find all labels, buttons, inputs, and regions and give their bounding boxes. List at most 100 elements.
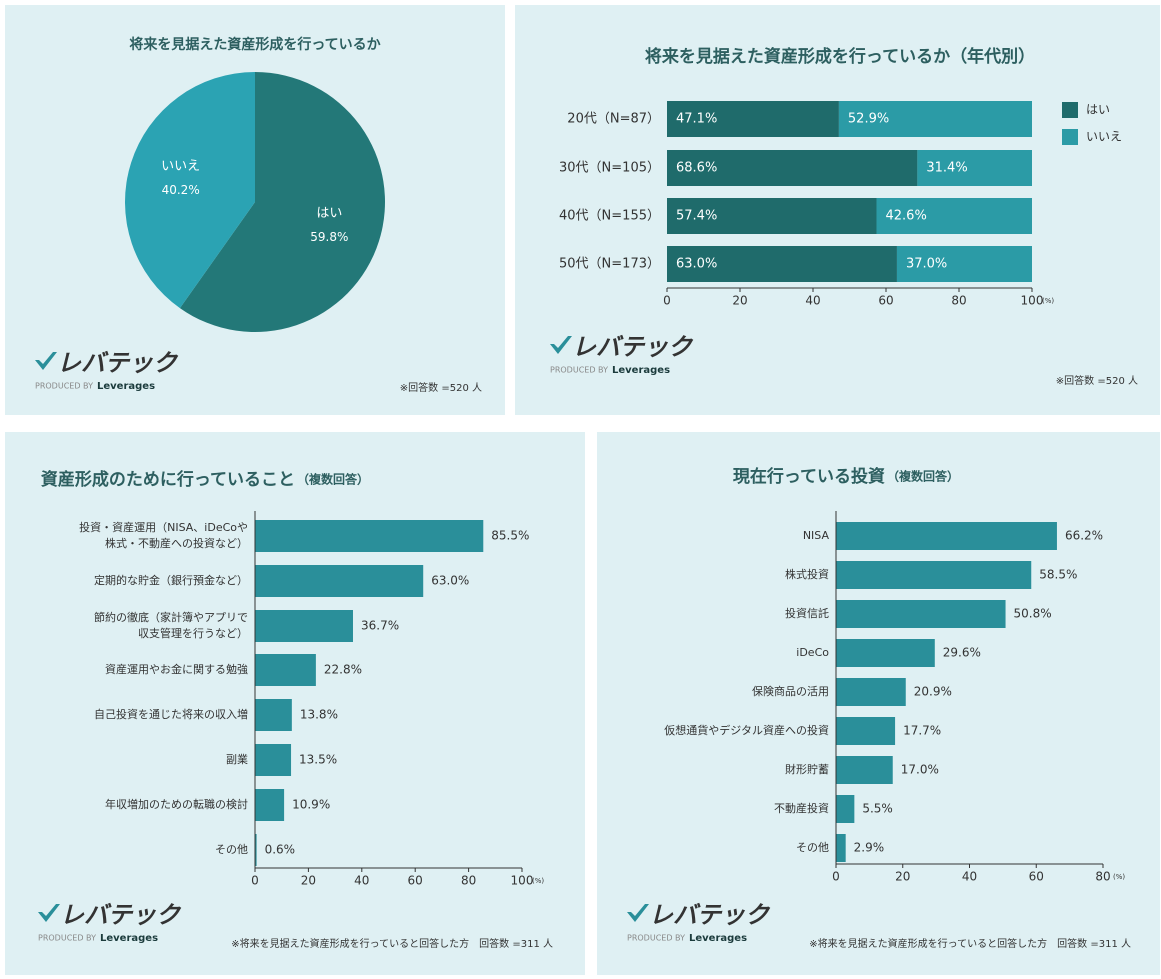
brand: Leverages (612, 365, 670, 376)
logo-mark (35, 352, 57, 370)
bar-value: 58.5% (1039, 568, 1077, 582)
x-tick-label: 60 (878, 294, 893, 308)
y-tick-label: 財形貯蓄 (785, 762, 829, 776)
bar-value: 20.9% (914, 685, 952, 699)
x-tick-label: 100 (511, 874, 534, 888)
pie-slice (179, 72, 385, 332)
bar-value: 0.6% (265, 843, 296, 857)
x-tick-label: 100 (1021, 294, 1044, 308)
produced-by: PRODUCED BY (38, 934, 96, 943)
logo-mark (627, 904, 649, 922)
bar-value: 63.0% (431, 574, 469, 588)
x-tick-label: 20 (895, 870, 910, 884)
bar-segment (667, 150, 918, 186)
logo: レバテック (60, 901, 182, 929)
bar-value: 13.5% (299, 753, 337, 767)
bar (255, 699, 292, 731)
chart-title: 資産形成のために行っていること (41, 469, 295, 490)
y-tick-label: 資産運用やお金に関する勉強 (105, 662, 248, 676)
bar-value: 29.6% (943, 646, 981, 660)
y-tick-label: iDeCo (796, 646, 829, 659)
y-tick-label: 30代（N=105） (559, 161, 660, 176)
logo-mark (38, 904, 60, 922)
bar (836, 639, 935, 667)
logo: レバテック (572, 333, 694, 361)
y-tick-label: 節約の徹底（家計簿やアプリで収支管理を行うなど） (94, 610, 248, 640)
legend-swatch (1062, 129, 1078, 145)
bar-value: 5.5% (862, 802, 893, 816)
produced-by: PRODUCED BY (627, 934, 685, 943)
chart-title: 現在行っている投資 (733, 466, 885, 487)
y-tick-label: 20代（N=87） (567, 112, 660, 127)
x-tick-label: 20 (732, 294, 747, 308)
brand: Leverages (689, 933, 747, 944)
x-tick-label: 80 (461, 874, 476, 888)
y-tick-label: 不動産投資 (774, 801, 829, 815)
bar (836, 678, 906, 706)
bar-value: 42.6% (886, 209, 927, 224)
chart-title: 将来を見据えた資産形成を行っているか（年代別） (645, 46, 1035, 67)
y-tick-label: 自己投資を通じた将来の収入増 (94, 707, 248, 721)
panel (5, 432, 585, 975)
bar (255, 744, 292, 776)
brand: Leverages (97, 381, 155, 392)
y-tick-label: 50代（N=173） (559, 257, 660, 272)
slice-value: 59.8% (310, 230, 348, 244)
bar (836, 795, 855, 823)
x-tick-label: 20 (301, 874, 316, 888)
bar-value: 66.2% (1065, 529, 1103, 543)
bar (836, 717, 896, 745)
bar-value: 22.8% (324, 663, 362, 677)
y-tick-label: 株式投資 (785, 567, 829, 581)
slice-label: いいえ (161, 159, 200, 174)
bar-value: 57.4% (676, 209, 717, 224)
bar-segment (876, 198, 1032, 234)
bar-value: 85.5% (491, 529, 529, 543)
bar (255, 654, 316, 686)
y-tick-label: NISA (803, 529, 830, 542)
bar-value: 37.0% (906, 257, 947, 272)
bar (836, 561, 1032, 589)
x-tick-label: 0 (663, 294, 671, 308)
y-tick-label: 定期的な貯金（銀行預金など） (94, 573, 248, 587)
x-tick-label: 0 (832, 870, 840, 884)
note: ※将来を見据えた資産形成を行っていると回答した方 回答数 =311 人 (809, 937, 1131, 950)
bar-value: 68.6% (676, 161, 717, 176)
y-tick-label: 投資・資産運用（NISA、iDeCoや株式・不動産への投資など） (79, 520, 248, 550)
x-tick-label: 0 (251, 874, 259, 888)
bar-segment (667, 101, 839, 137)
x-tick-label: 40 (962, 870, 977, 884)
bar (255, 834, 257, 866)
y-tick-label: 40代（N=155） (559, 209, 660, 224)
bar (836, 834, 846, 862)
bar-value: 17.7% (903, 724, 941, 738)
bar-segment (896, 246, 1032, 282)
legend-label: はい (1086, 103, 1110, 117)
bar-value: 63.0% (676, 257, 717, 272)
slice-label: はい (316, 206, 342, 221)
pie-slice (124, 71, 256, 309)
bar-value: 36.7% (361, 619, 399, 633)
bar (255, 520, 484, 552)
x-unit: (%) (1113, 873, 1125, 881)
bar-value: 50.8% (1014, 607, 1052, 621)
logo: レバテック (57, 349, 179, 377)
slice-value: 40.2% (162, 183, 200, 197)
bar (255, 565, 424, 597)
x-tick-label: 40 (354, 874, 369, 888)
bar (255, 789, 285, 821)
legend-swatch (1062, 102, 1078, 118)
y-tick-label: 年収増加のための転職の検討 (105, 797, 248, 811)
y-tick-label: 副業 (226, 753, 248, 766)
brand: Leverages (100, 933, 158, 944)
produced-by: PRODUCED BY (550, 366, 608, 375)
bar-value: 13.8% (300, 708, 338, 722)
bar-value: 2.9% (854, 841, 885, 855)
bar-value: 17.0% (901, 763, 939, 777)
bar (836, 522, 1057, 550)
bar (836, 600, 1006, 628)
bar-segment (838, 101, 1032, 137)
note: ※将来を見据えた資産形成を行っていると回答した方 回答数 =311 人 (231, 937, 553, 950)
x-tick-label: 40 (805, 294, 820, 308)
